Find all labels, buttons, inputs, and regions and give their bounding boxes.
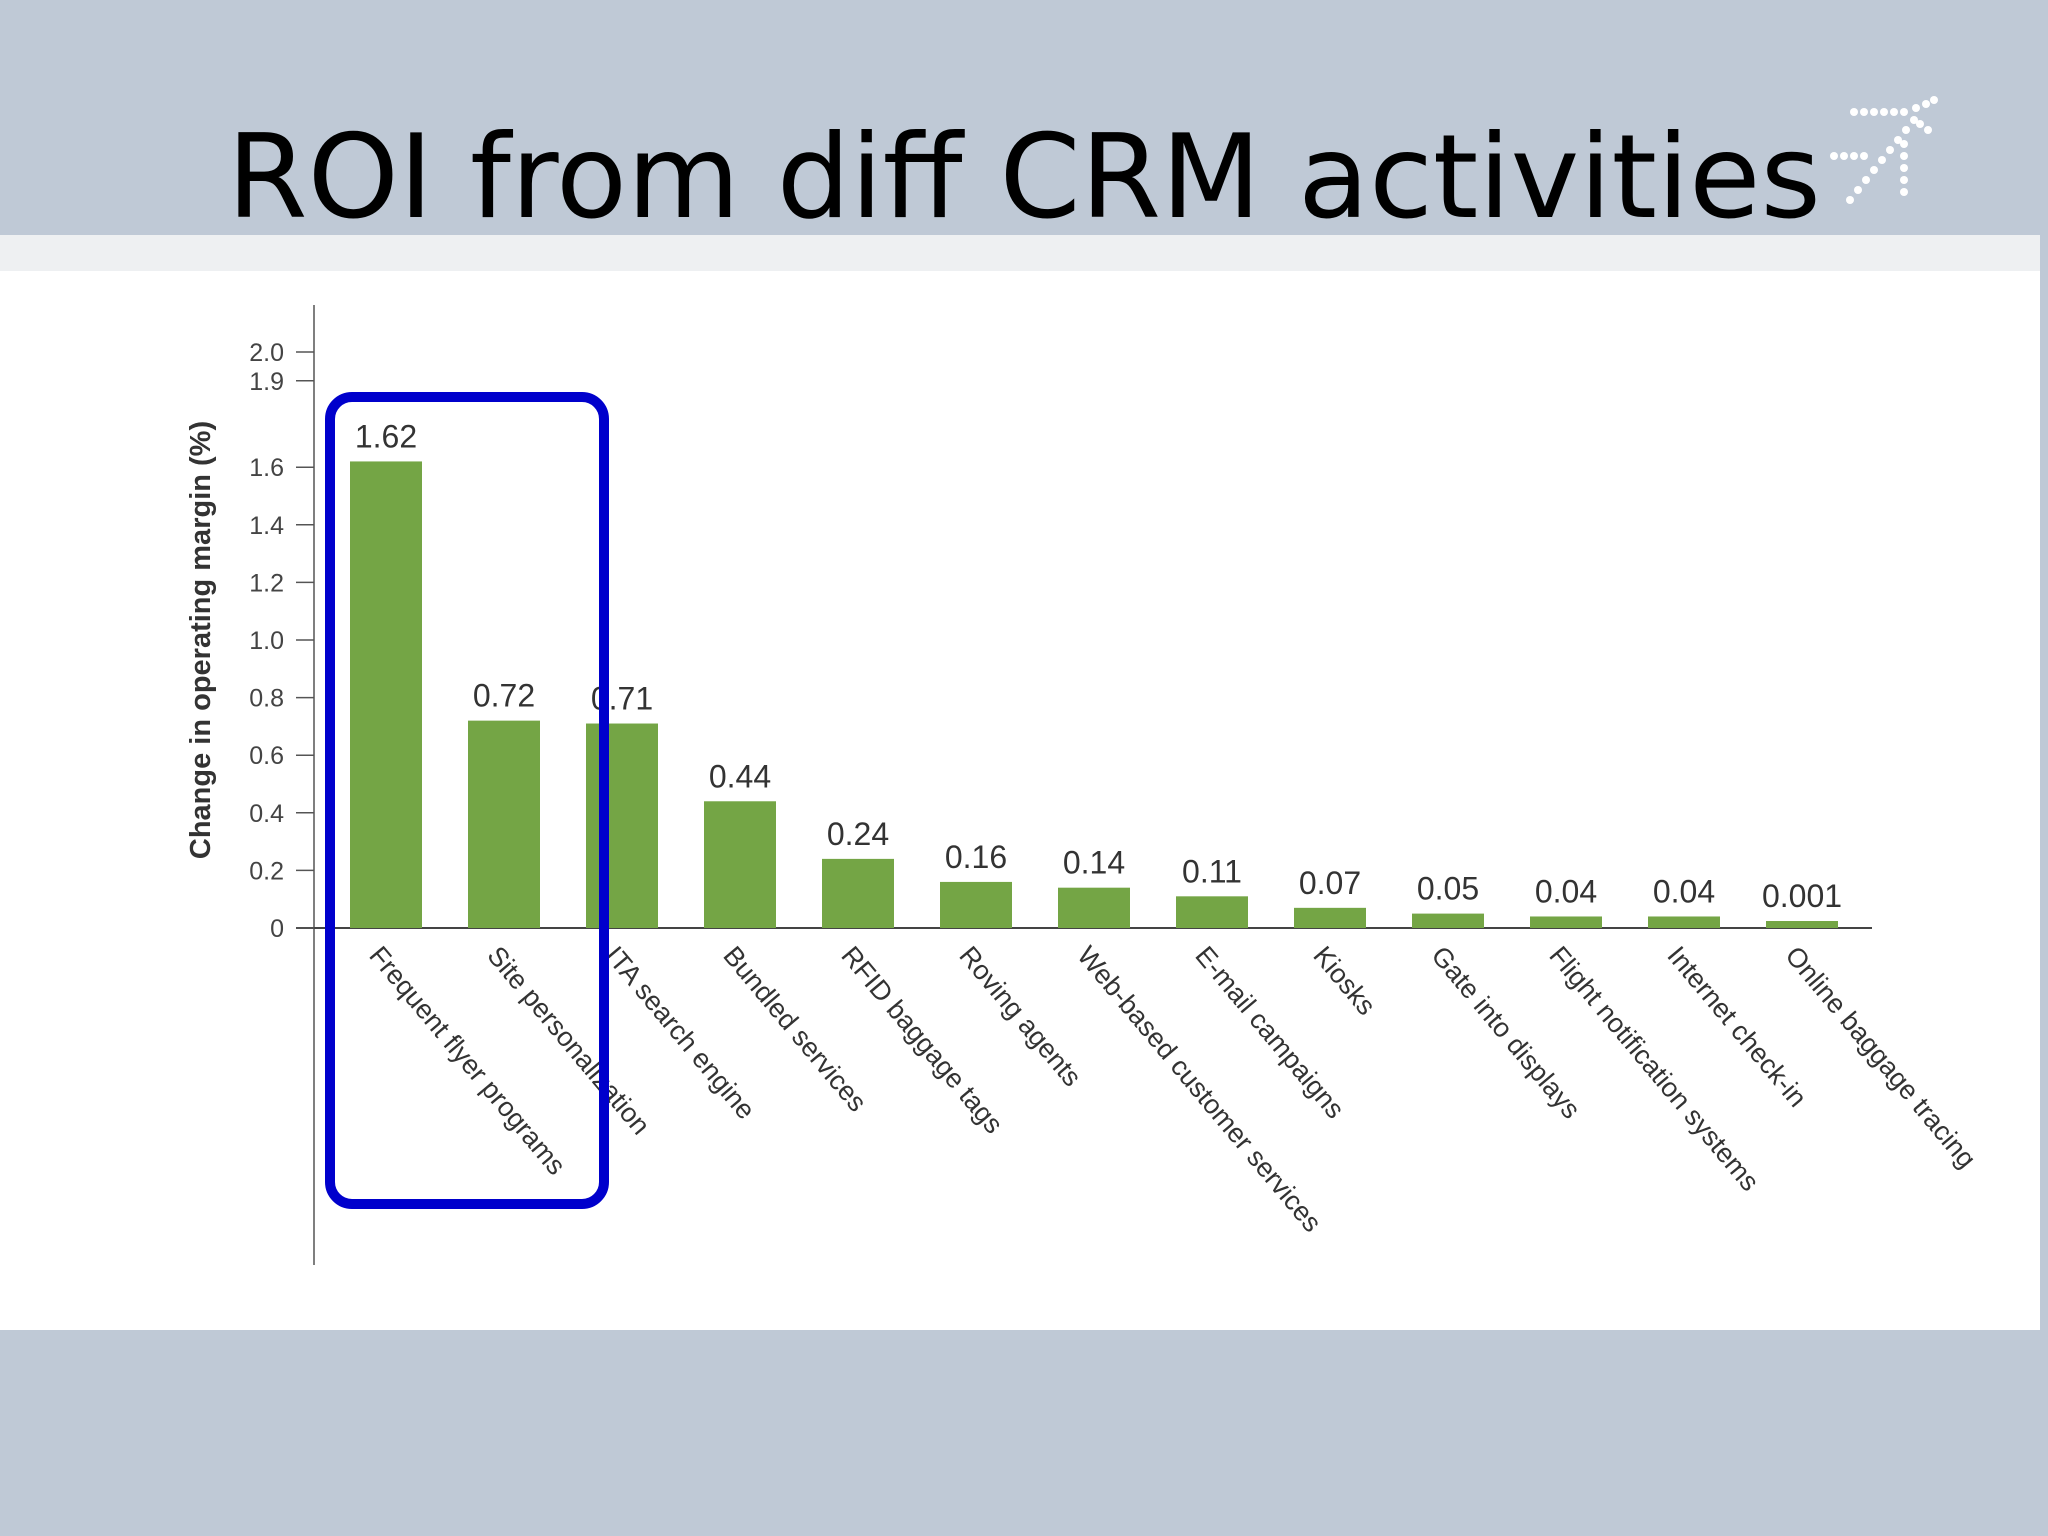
logo-dot (1870, 108, 1878, 116)
y-axis-ticks: 0 0.2 0.4 0.6 0.8 1.0 1.2 1.4 1.6 1.92.0 (249, 339, 314, 943)
bar-value-label: 0.14 (1063, 845, 1125, 881)
logo-dot (1900, 176, 1908, 184)
bar (822, 858, 894, 928)
logo-dot (1916, 120, 1924, 128)
logo-dot (1894, 136, 1902, 144)
bar (704, 801, 776, 928)
category-label: Online baggage tracing (1779, 941, 1981, 1174)
logo-dot (1910, 116, 1918, 124)
category-label: Roving agents (953, 941, 1087, 1093)
logo-dot (1890, 108, 1898, 116)
logo-dot (1902, 126, 1910, 134)
y-tick-label: 2.0 (249, 339, 284, 367)
logo-dot (1900, 140, 1908, 148)
logo-dot (1922, 100, 1930, 108)
bar (350, 461, 422, 928)
bar-value-label: 0.04 (1535, 873, 1597, 909)
logo-dot (1860, 152, 1868, 160)
logo-dot (1912, 104, 1920, 112)
bar-value-label: 0.04 (1653, 873, 1715, 909)
bar-value-label: 1.62 (355, 418, 417, 454)
category-label: Kiosks (1307, 941, 1381, 1021)
bar (1176, 896, 1248, 928)
chart-panel (0, 271, 2040, 1330)
bar (1766, 921, 1838, 928)
bar-value-label: 0.44 (709, 758, 771, 794)
logo-dot (1840, 152, 1848, 160)
value-labels: 1.620.72 0.710.440.240.16 0.14 0.11 0.07 0.05… (355, 418, 1842, 914)
category-label: Web-based customer services (1071, 941, 1327, 1238)
bar (468, 720, 540, 928)
title-underline-stripe (0, 235, 2040, 271)
bar (586, 723, 658, 928)
logo-dot (1886, 146, 1894, 154)
bar (1530, 916, 1602, 928)
y-tick-label: 0.2 (249, 857, 284, 885)
category-label: Flight notification systems (1543, 941, 1765, 1197)
bar (1058, 887, 1130, 928)
logo-dot (1870, 166, 1878, 174)
bar-value-label: 0.05 (1417, 871, 1479, 907)
y-axis-title: Change in operating margin (%) (185, 421, 217, 859)
logo-dot (1862, 176, 1870, 184)
bar (1648, 916, 1720, 928)
bar-value-label: 0.72 (473, 678, 535, 714)
highlight-box (325, 392, 609, 1209)
bar-value-label: 0.24 (827, 816, 889, 852)
y-tick-label: 0 (270, 915, 284, 943)
logo-dot (1830, 152, 1838, 160)
logo-dot (1900, 152, 1908, 160)
category-label: Frequent flyer programs (363, 941, 571, 1181)
logo-dot (1850, 152, 1858, 160)
bar (1294, 907, 1366, 928)
bar-value-label: 0.11 (1182, 853, 1242, 889)
logo-dot (1880, 108, 1888, 116)
bar (1412, 913, 1484, 928)
bar (940, 881, 1012, 928)
bar-value-label: 0.001 (1762, 878, 1842, 914)
y-tick-label: 0.6 (249, 742, 284, 770)
logo-dot (1854, 186, 1862, 194)
y-tick-label: 1.2 (249, 569, 284, 597)
bar-value-label: 0.07 (1299, 865, 1361, 901)
logo-dot (1900, 108, 1908, 116)
y-tick-label: 1.6 (249, 454, 284, 482)
slide-title: ROI from diff CRM activities (227, 110, 1821, 245)
logo-dot (1878, 156, 1886, 164)
logo-dot (1930, 96, 1938, 104)
y-tick-label: 0.4 (249, 800, 284, 828)
y-tick-label: 0.8 (249, 685, 284, 713)
bar-value-label: 0.16 (945, 839, 1007, 875)
bars (350, 461, 1838, 928)
logo-dot (1846, 196, 1854, 204)
airplane-dots-icon (1830, 96, 1938, 204)
logo-dot (1900, 164, 1908, 172)
logo-dot (1900, 188, 1908, 196)
logo-dot (1924, 126, 1932, 134)
y-tick-label: 1.4 (249, 512, 284, 540)
y-tick-label: 1.0 (249, 627, 284, 655)
logo-dot (1860, 108, 1868, 116)
y-tick-label: 1.9 (249, 368, 284, 396)
logo-dot (1850, 108, 1858, 116)
